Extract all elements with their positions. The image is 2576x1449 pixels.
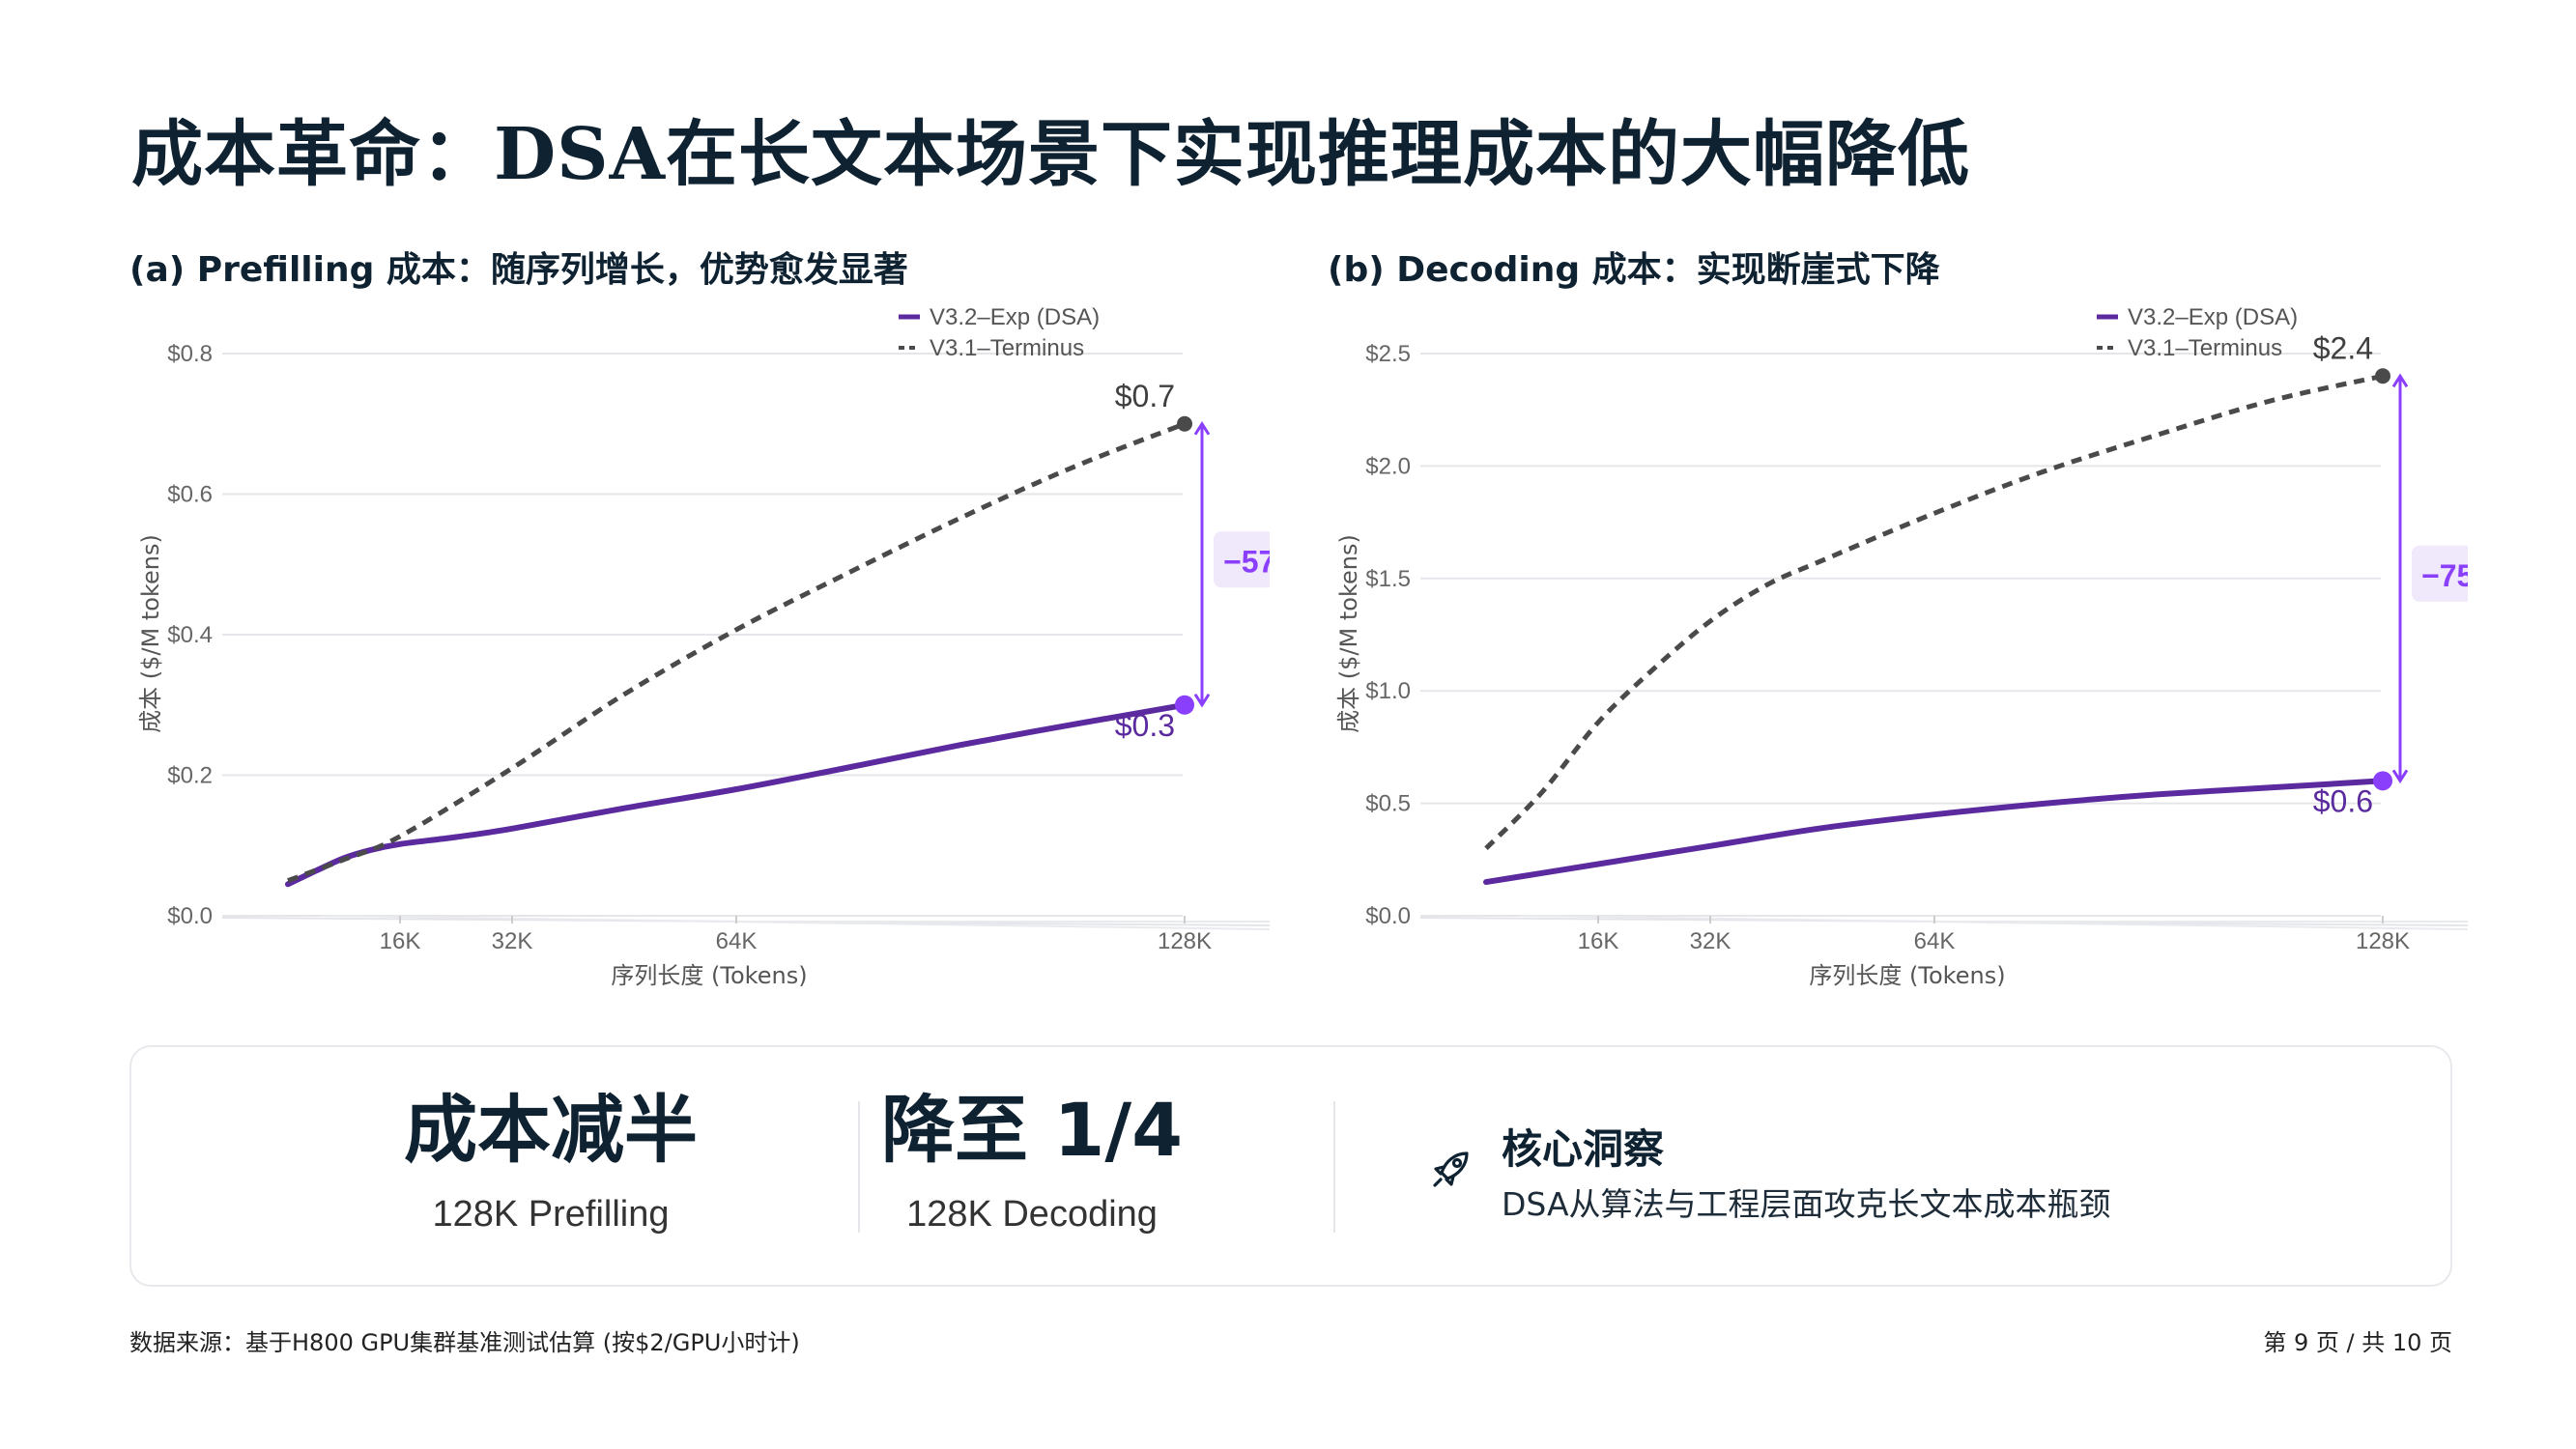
chart-b-title: (b) Decoding 成本：实现断崖式下降 — [1328, 250, 1940, 290]
metric-prefilling: 成本减半 128K Prefilling — [358, 1094, 744, 1236]
metric-decoding-label: 128K Decoding — [906, 1194, 1158, 1235]
x-axis-label: 序列长度 (Tokens) — [1809, 962, 2005, 989]
metric-prefilling-label: 128K Prefilling — [432, 1194, 670, 1235]
terminus-series — [287, 415, 1192, 883]
y-axis-label: 成本 ($/M tokens) — [1335, 534, 1362, 733]
prefilling-cost-chart: $0.0 $0.2 $0.4 $0.6 $0.8 16K 32K 64K 128K 序列长度 (T… — [137, 304, 1270, 989]
legend-label-terminus: V3.1–Terminus — [2128, 335, 2282, 361]
x-tick-label: 32K — [492, 928, 533, 954]
x-tick-label: 128K — [1158, 928, 1212, 954]
x-tick-label: 16K — [380, 928, 421, 954]
chart-a-title: (a) Prefilling 成本：随序列增长，优势愈发显著 — [129, 250, 908, 290]
dsa-end-value-label: $0.6 — [2313, 783, 2373, 818]
reduction-label: −57% — [1223, 544, 1270, 579]
insight-title: 核心洞察 — [1502, 1125, 1665, 1173]
terminus-endpoint — [1177, 415, 1192, 432]
y-tick-label: $0.4 — [167, 622, 213, 648]
reduction-arrow-head — [1193, 420, 1211, 436]
legend-label-dsa: V3.2–Exp (DSA) — [2128, 304, 2298, 330]
terminus-line — [287, 421, 1186, 883]
dsa-series — [285, 695, 1194, 888]
y-axis-label: 成本 ($/M tokens) — [137, 534, 164, 733]
y-tick-label: $0.5 — [1365, 791, 1411, 817]
dsa-endpoint — [2373, 771, 2392, 791]
y-tick-label: $2.0 — [1365, 453, 1411, 479]
metric-decoding-value: 降至 1/4 — [881, 1087, 1183, 1173]
metric-decoding: 降至 1/4 128K Decoding — [839, 1094, 1225, 1236]
dsa-end-value-label: $0.3 — [1115, 708, 1175, 743]
reduction-badge — [1214, 531, 1270, 588]
x-tick-label: 128K — [2356, 928, 2410, 954]
y-tick-label: $2.5 — [1365, 341, 1411, 367]
y-tick-label: $0.2 — [167, 763, 213, 789]
x-tick-label: 64K — [1914, 928, 1956, 954]
dsa-series — [1483, 771, 2392, 886]
y-tick-label: $0.6 — [167, 482, 213, 508]
reduction-arrow-head — [2391, 769, 2409, 784]
y-tick-label: $1.5 — [1365, 566, 1411, 592]
y-tick-label: $0.0 — [1365, 903, 1411, 929]
metric-prefilling-value: 成本减半 — [404, 1087, 698, 1173]
terminus-endpoint — [2375, 368, 2390, 384]
x-axis-label: 序列长度 (Tokens) — [611, 962, 807, 989]
dsa-line — [285, 701, 1188, 888]
decoding-cost-chart: $0.0 $0.5 $1.0 $1.5 $2.0 $2.5 16K 32K 64K 128K 序列长… — [1335, 304, 2468, 989]
insight-text: DSA从算法与工程层面攻克长文本成本瓶颈 — [1502, 1185, 2111, 1223]
dsa-line — [1483, 778, 2386, 886]
terminus-end-value-label: $0.7 — [1115, 379, 1175, 413]
dsa-endpoint — [1175, 695, 1194, 715]
summary-divider — [1333, 1101, 1335, 1233]
terminus-series — [1484, 368, 2390, 850]
x-tick-label: 64K — [716, 928, 758, 954]
reduction-label: −75% — [2421, 558, 2468, 593]
y-tick-label: $0.0 — [167, 903, 213, 929]
reduction-badge — [2412, 545, 2468, 602]
x-tick-label: 16K — [1578, 928, 1619, 954]
reduction-arrow-head — [1193, 693, 1211, 708]
summary-divider — [858, 1101, 860, 1233]
terminus-line — [1484, 373, 2384, 850]
terminus-end-value-label: $2.4 — [2313, 330, 2373, 365]
legend-label-dsa: V3.2–Exp (DSA) — [930, 304, 1100, 330]
summary-card: 成本减半 128K Prefilling 降至 1/4 128K Decodin… — [129, 1045, 2452, 1287]
y-tick-label: $1.0 — [1365, 678, 1411, 704]
page-title: 成本革命：DSA在长文本场景下实现推理成本的大幅降低 — [131, 113, 1971, 196]
reduction-arrow-head — [2391, 373, 2409, 388]
x-tick-label: 32K — [1690, 928, 1732, 954]
page-number: 第 9 页 / 共 10 页 — [2263, 1329, 2452, 1356]
y-tick-label: $0.8 — [167, 341, 213, 367]
legend-label-terminus: V3.1–Terminus — [930, 335, 1084, 361]
rocket-icon — [1433, 1151, 1469, 1187]
data-source-note: 数据来源：基于H800 GPU集群基准测试估算 (按$2/GPU小时计) — [129, 1329, 800, 1356]
